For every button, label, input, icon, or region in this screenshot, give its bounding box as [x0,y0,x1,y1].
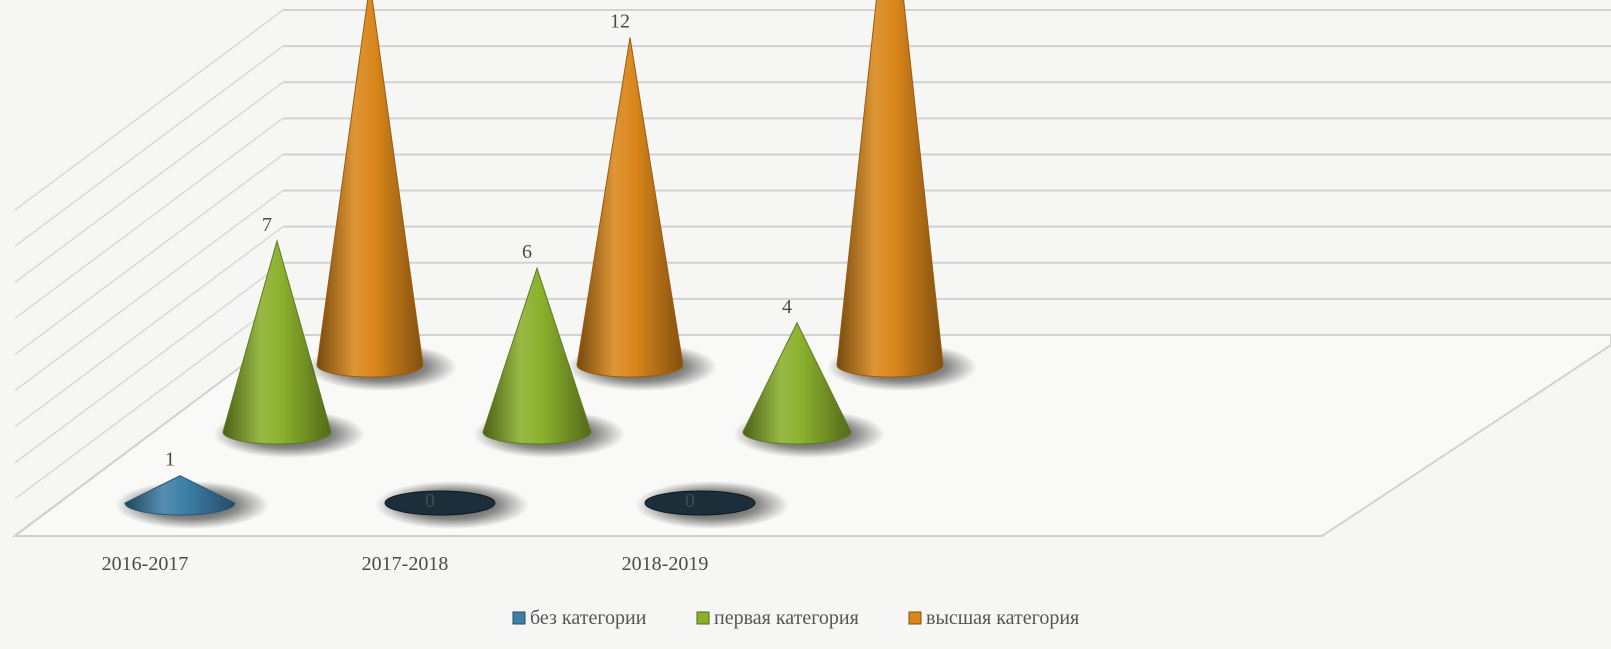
data-label: 6 [522,241,532,263]
data-label: 0 [685,490,695,512]
side-gridline [14,226,284,428]
cone-2-1 [576,37,684,378]
side-gridline [14,298,284,500]
chart-labels: 100764141218 [165,10,792,512]
cone-0-0 [124,475,236,516]
chart-cones [115,0,977,529]
cone-1-2 [742,321,852,445]
x-axis-tick-labels: 2016-2017 2017-2018 2018-2019 [102,553,709,575]
cone-0-1 [384,490,496,516]
cone-1-1 [482,266,592,445]
side-gridline [14,153,284,356]
side-gridline [14,81,284,283]
data-label: 4 [782,296,792,318]
side-gridline [14,189,284,392]
data-label: 7 [262,214,272,236]
side-gridline [14,262,284,464]
legend-label: первая категория [714,607,859,629]
x-tick-label: 2018-2019 [622,553,709,575]
legend-swatch [908,611,922,625]
cone-2-0 [316,0,424,378]
x-tick-label: 2017-2018 [362,553,449,575]
legend-swatch [512,611,526,625]
legend-label: без категории [530,607,647,629]
side-gridline [14,9,284,211]
cone-1-0 [222,239,332,445]
side-gridline [14,45,284,247]
x-tick-label: 2016-2017 [102,553,189,575]
cone-0-2 [644,490,756,516]
data-label: 0 [425,490,435,512]
data-label: 1 [165,449,175,471]
data-label: 12 [610,10,630,32]
legend-label: высшая категория [926,607,1079,629]
legend-swatch [696,611,710,625]
side-gridline [14,117,284,319]
cone-2-2 [836,0,944,378]
chart-legend: без категории первая категория высшая кате… [512,607,1079,629]
